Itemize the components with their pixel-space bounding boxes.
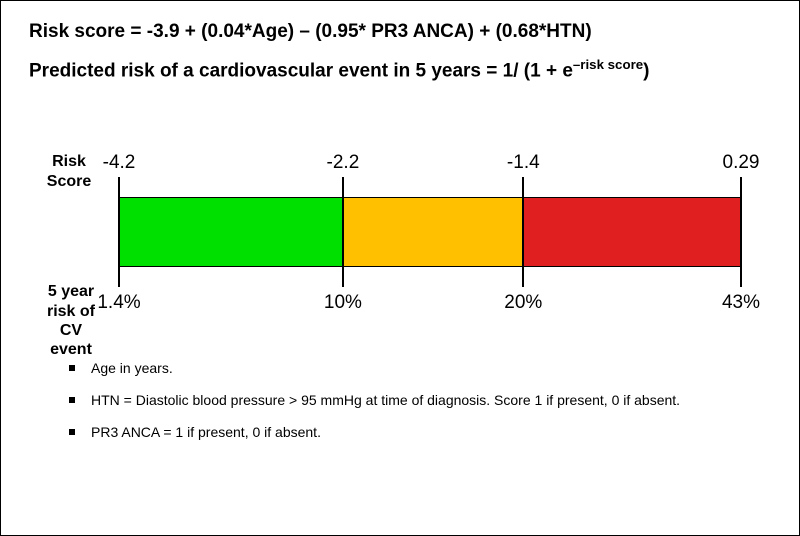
risk-segment-1 bbox=[343, 197, 523, 267]
bullet-icon bbox=[69, 365, 75, 371]
top-axis-label: Risk Score bbox=[39, 152, 99, 190]
tick-3 bbox=[740, 177, 742, 287]
bar-region: -4.21.4%-2.210%-1.420%0.2943% bbox=[119, 122, 741, 352]
figure-frame: Risk score = -3.9 + (0.04*Age) – (0.95* … bbox=[0, 0, 800, 536]
formula2-prefix: Predicted risk of a cardiovascular event… bbox=[29, 60, 573, 81]
footnote-0: Age in years. bbox=[69, 360, 771, 376]
risk-score-formula: Risk score = -3.9 + (0.04*Age) – (0.95* … bbox=[29, 21, 771, 43]
footnotes: Age in years. HTN = Diastolic blood press… bbox=[29, 360, 771, 440]
tick-bottom-label-1: 10% bbox=[324, 292, 362, 314]
formula2-superscript: –risk score bbox=[573, 57, 643, 72]
risk-segment-2 bbox=[523, 197, 741, 267]
footnote-text-0: Age in years. bbox=[91, 360, 173, 376]
risk-segment-0 bbox=[119, 197, 343, 267]
formula1-body: -3.9 + (0.04*Age) – (0.95* PR3 ANCA) + (… bbox=[147, 21, 592, 42]
tick-2 bbox=[522, 177, 524, 287]
bottom-axis-label: 5 year risk of CV event bbox=[39, 282, 103, 359]
bottom-axis-label-line1: 5 year bbox=[48, 283, 94, 300]
tick-top-label-3: 0.29 bbox=[723, 152, 760, 174]
bottom-axis-label-line3: CV event bbox=[50, 322, 92, 358]
tick-top-label-2: -1.4 bbox=[507, 152, 540, 174]
tick-bottom-label-0: 1.4% bbox=[97, 292, 140, 314]
predicted-risk-formula: Predicted risk of a cardiovascular event… bbox=[29, 57, 771, 82]
bottom-axis-label-line2: risk of bbox=[47, 303, 95, 320]
top-axis-label-line1: Risk bbox=[52, 153, 86, 170]
top-axis-label-line2: Score bbox=[47, 173, 91, 190]
formula1-prefix: Risk score = bbox=[29, 21, 147, 42]
tick-0 bbox=[118, 177, 120, 287]
tick-top-label-1: -2.2 bbox=[327, 152, 360, 174]
footnote-text-1: HTN = Diastolic blood pressure > 95 mmHg… bbox=[91, 392, 680, 408]
tick-bottom-label-2: 20% bbox=[504, 292, 542, 314]
tick-bottom-label-3: 43% bbox=[722, 292, 760, 314]
footnote-text-2: PR3 ANCA = 1 if present, 0 if absent. bbox=[91, 424, 321, 440]
risk-chart: Risk Score 5 year risk of CV event -4.21… bbox=[39, 122, 761, 352]
tick-top-label-0: -4.2 bbox=[103, 152, 136, 174]
footnote-1: HTN = Diastolic blood pressure > 95 mmHg… bbox=[69, 392, 771, 408]
formula2-suffix: ) bbox=[643, 60, 649, 81]
tick-1 bbox=[342, 177, 344, 287]
bullet-icon bbox=[69, 429, 75, 435]
footnote-2: PR3 ANCA = 1 if present, 0 if absent. bbox=[69, 424, 771, 440]
bullet-icon bbox=[69, 397, 75, 403]
